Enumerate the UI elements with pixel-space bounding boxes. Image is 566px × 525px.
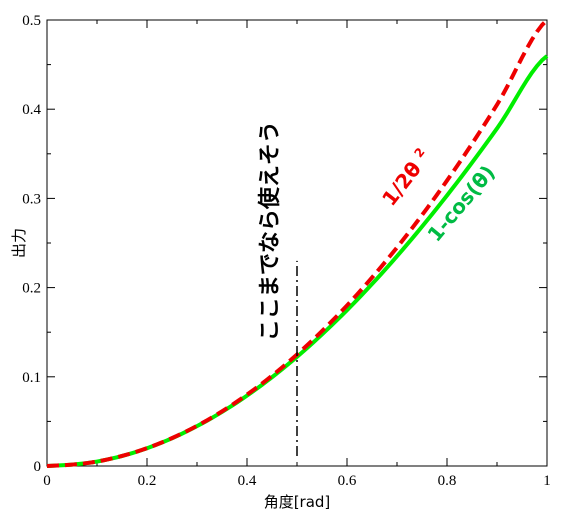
axis-ticks [46, 19, 548, 467]
annotation-one-minus-cos: 1-cos(θ) [422, 161, 499, 247]
x-tick-label-3: 0.6 [338, 473, 357, 489]
y-tick-label-0: 0 [34, 459, 42, 475]
x-tick-label-0: 0 [43, 473, 51, 489]
x-tick-label-4: 0.8 [438, 473, 457, 489]
annotation-half-theta-main: 1/2θ [377, 157, 426, 210]
y-tick-label-4: 0.4 [22, 102, 41, 118]
annotation-half-theta-superscript: 2 [411, 145, 427, 160]
y-tick-label-5: 0.5 [22, 13, 41, 29]
annotation-half-theta-squared: 1/2θ 2 [377, 145, 435, 210]
series-half-theta-squared [46, 18, 549, 468]
x-tick-label-5: 1 [543, 473, 551, 489]
x-tick-label-1: 0.2 [138, 473, 157, 489]
y-axis-title: 出力 [10, 228, 28, 258]
vertical-marker-label: ここまでなら使えそう [258, 121, 283, 341]
x-tick-labels: 0 0.2 0.4 0.6 0.8 1 [43, 473, 551, 489]
y-tick-label-3: 0.3 [22, 191, 41, 207]
series-group [46, 18, 549, 468]
y-tick-labels: 0 0.1 0.2 0.3 0.4 0.5 [22, 13, 41, 475]
x-axis-title: 角度[rad] [264, 493, 331, 511]
y-tick-label-1: 0.1 [22, 370, 41, 386]
y-tick-label-2: 0.2 [22, 281, 41, 297]
plot-frame [46, 19, 548, 467]
x-tick-label-2: 0.4 [238, 473, 257, 489]
